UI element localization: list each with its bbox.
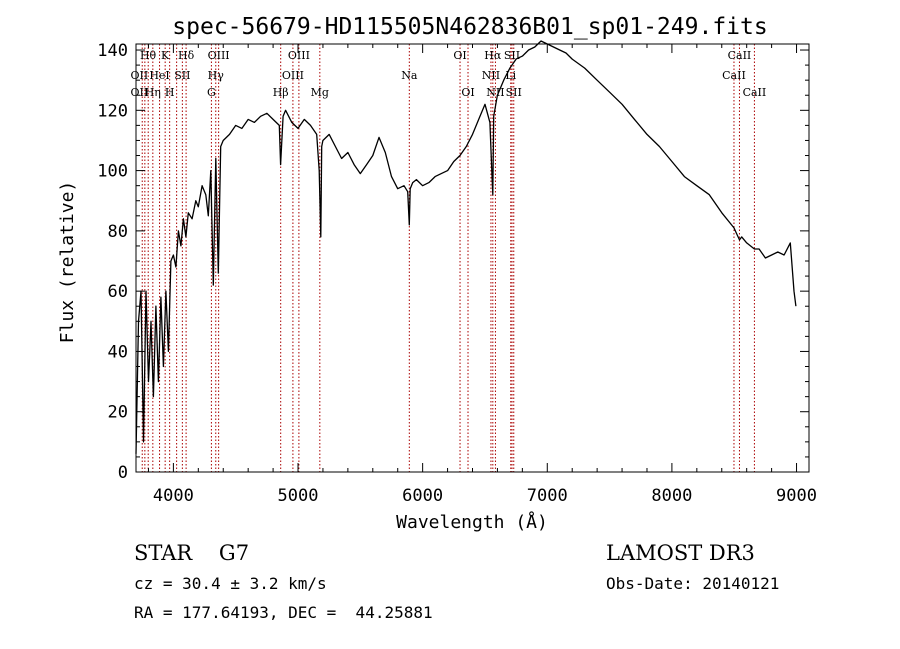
- line-label: OII: [131, 86, 149, 99]
- line-label: CaII: [743, 86, 767, 99]
- x-tick-label: 5000: [278, 486, 319, 506]
- y-tick-label: 60: [108, 282, 128, 302]
- line-label: Hγ: [208, 69, 225, 82]
- line-label: H: [165, 86, 175, 99]
- line-label: Hβ: [273, 86, 289, 99]
- line-label: SII: [504, 49, 520, 62]
- line-label: Na: [401, 69, 418, 82]
- y-tick-label: 80: [108, 222, 128, 242]
- y-tick-label: 0: [118, 463, 128, 483]
- line-label: K: [161, 49, 170, 62]
- line-label: OI: [453, 49, 466, 62]
- plot-frame: [135, 43, 810, 473]
- line-label: CaII: [722, 69, 746, 82]
- x-axis-ticks: 4000 5000 6000 7000 8000 9000: [147, 44, 817, 506]
- line-label: G: [207, 86, 216, 99]
- x-axis-label: Wavelength (Å): [396, 511, 548, 533]
- line-label: OI: [461, 86, 474, 99]
- line-label: SII: [506, 86, 522, 99]
- y-tick-label: 40: [108, 342, 128, 362]
- line-label: Hη: [145, 86, 161, 99]
- line-label: OIII: [208, 49, 230, 62]
- line-label: Hθ: [140, 49, 157, 62]
- x-tick-label: 9000: [776, 486, 817, 506]
- spectral-line-markers: [141, 44, 755, 472]
- chart-title: spec-56679-HD115505N462836B01_sp01-249.f…: [172, 14, 767, 40]
- survey-name: LAMOST DR3: [606, 541, 755, 565]
- line-label: Hδ: [178, 49, 195, 62]
- line-label: CaII: [728, 49, 752, 62]
- line-label: Hα: [484, 49, 502, 62]
- line-label: Mg: [311, 86, 329, 99]
- x-tick-label: 8000: [651, 486, 692, 506]
- line-label: NII: [482, 69, 500, 82]
- line-label: Li: [505, 69, 516, 82]
- x-tick-label: 7000: [527, 486, 568, 506]
- line-label: SII: [174, 69, 190, 82]
- x-tick-label: 4000: [153, 486, 194, 506]
- line-label: NII: [486, 86, 504, 99]
- y-tick-label: 20: [108, 403, 128, 423]
- spectrum-series: [135, 40, 797, 454]
- y-axis-label: Flux (relative): [57, 181, 78, 344]
- spectrum-line: [135, 40, 797, 454]
- coordinates-line: RA = 177.64193, DEC = 44.25881: [134, 603, 433, 622]
- redshift-line: cz = 30.4 ± 3.2 km/s: [134, 574, 327, 593]
- line-label: HeI: [149, 69, 169, 82]
- y-tick-label: 120: [97, 101, 128, 121]
- y-tick-label: 140: [97, 41, 128, 61]
- line-label: OII: [131, 69, 149, 82]
- line-label: OIII: [282, 69, 304, 82]
- object-class: STAR G7: [134, 541, 249, 565]
- observation-date: Obs-Date: 20140121: [606, 574, 779, 593]
- x-tick-label: 6000: [402, 486, 443, 506]
- y-tick-label: 100: [97, 162, 128, 182]
- line-label: OIII: [288, 49, 310, 62]
- y-axis-ticks: 0 20 40 60 80 100 120 140: [97, 41, 809, 483]
